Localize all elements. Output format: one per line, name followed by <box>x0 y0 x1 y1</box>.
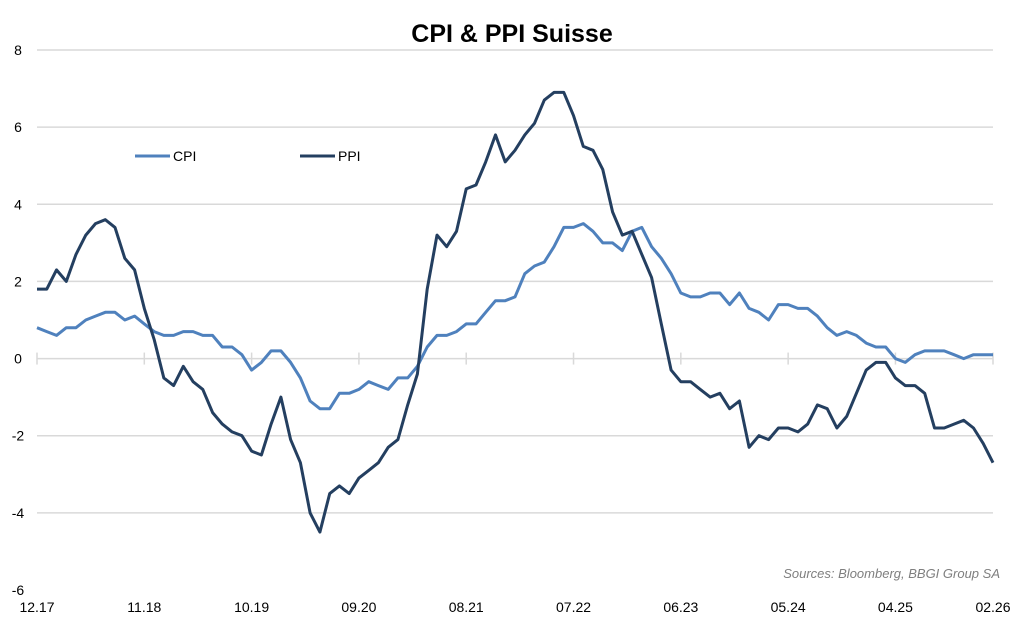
y-tick-label: 2 <box>14 273 22 289</box>
y-tick-label: -4 <box>12 505 25 521</box>
x-tick-label: 06.23 <box>663 599 698 615</box>
series-line-ppi <box>37 90 995 534</box>
x-tick-label: 10.19 <box>234 599 269 615</box>
y-tick-label: 0 <box>14 351 22 367</box>
x-tick-label: 02.26 <box>975 599 1010 615</box>
x-tick-label: 07.22 <box>556 599 591 615</box>
series-line-cpi <box>36 222 993 411</box>
x-tick-label: 05.24 <box>771 599 806 615</box>
legend-label-cpi: CPI <box>173 148 196 164</box>
x-tick-label: 11.18 <box>127 599 161 615</box>
y-tick-label: 4 <box>14 196 22 212</box>
source-annotation: Sources: Bloomberg, BBGI Group SA <box>783 566 1000 581</box>
y-tick-label: 6 <box>14 119 22 135</box>
series-lines <box>36 90 995 534</box>
legend-label-ppi: PPI <box>338 148 361 164</box>
gridlines <box>37 49 993 514</box>
chart-title: CPI & PPI Suisse <box>411 20 613 48</box>
legend: CPI PPI <box>135 148 361 164</box>
y-tick-label: -2 <box>12 428 25 444</box>
x-tick-label: 04.25 <box>878 599 913 615</box>
x-tick-label: 09.20 <box>341 599 376 615</box>
x-axis-ticks: 12.17 11.18 10.19 09.20 08.21 07.22 06.23 05.24… <box>19 352 1011 615</box>
x-tick-label: 08.21 <box>449 599 484 615</box>
y-axis-ticks: -6 -4 -2 0 2 4 6 8 <box>12 42 25 598</box>
x-tick-label: 12.17 <box>19 599 54 615</box>
y-tick-label: -6 <box>12 582 25 598</box>
y-tick-label: 8 <box>14 42 22 58</box>
